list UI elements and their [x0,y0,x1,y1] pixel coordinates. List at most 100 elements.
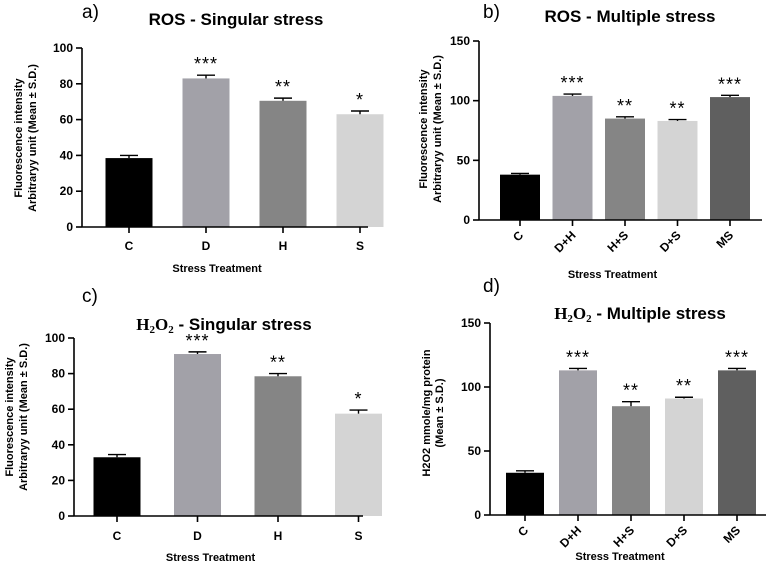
chart-title: ROS - Singular stress [149,10,324,29]
significance-label: *** [566,347,590,367]
bar-H [254,376,302,516]
title-subscript: 2 [567,313,573,325]
y-tick-label: 100 [45,331,65,345]
y-tick-label: 100 [461,380,481,394]
y-tick-label: 150 [450,34,470,48]
bar-C [93,457,141,516]
bar-D+H [559,370,597,515]
bar-D+S [657,120,698,220]
y-axis-label: Arbitraryy unit (Mean ± S.D.) [18,343,30,491]
y-tick-label: 60 [52,402,66,416]
y-axis-label: Arbitraryy unit (Mean ± S.D.) [27,64,39,212]
x-axis-label: Stress Treatment [568,269,658,281]
y-tick-label: 100 [53,41,73,55]
chart-panel-2: b) ROS - Multiple stress Fluorescence inte… [418,2,762,281]
title-o: O [155,315,168,334]
significance-label: *** [560,73,584,93]
x-tick-label: C [510,228,526,244]
y-tick-label: 0 [58,509,65,523]
bar-D [174,354,221,516]
bar-D [182,78,230,228]
y-axis-label: (Mean ± S.D.) [434,378,446,447]
x-axis-label: Stress Treatment [575,551,665,563]
significance-label: ** [270,353,286,373]
bar-MS [718,370,756,515]
x-tick-label: D [193,529,202,543]
x-tick-label: H+S [610,523,637,550]
panel-letter: c) [82,286,98,307]
significance-label: ** [275,77,291,97]
x-axis-label: Stress Treatment [172,263,262,275]
x-tick-label: MS [713,228,736,251]
x-tick-label: D+S [657,228,684,255]
title-subscript: 2 [586,313,592,325]
panel-letter: b) [483,2,500,23]
x-tick-label: H+S [604,228,631,255]
x-tick-label: C [125,239,134,253]
significance-label: ** [676,376,692,396]
y-tick-label: 40 [52,438,66,452]
x-tick-label: S [354,529,362,543]
x-tick-label: D+H [557,523,584,550]
title-h: H [554,304,567,323]
y-tick-label: 80 [52,367,66,381]
y-axis-label: Fluorescence intensity [13,78,25,198]
x-tick-label: D+H [552,228,579,255]
y-tick-label: 20 [52,473,66,487]
bar-H+S [605,118,645,220]
x-tick-label: C [515,523,531,539]
x-tick-label: MS [720,523,743,546]
significance-label: * [356,90,364,110]
y-tick-label: 0 [463,213,470,227]
y-axis-label: Fluorescence intensity [418,69,430,189]
title-tail: - Multiple stress [592,304,726,323]
y-tick-label: 100 [450,94,470,108]
y-tick-label: 0 [66,220,73,234]
x-tick-label: D [202,239,211,253]
chart-title: H2O2 - Multiple stress [554,304,726,325]
y-tick-label: 150 [461,316,481,330]
x-tick-label: H [279,239,288,253]
bar-C [105,158,153,227]
title-tail: - Singular stress [174,315,312,334]
bar-H+S [612,406,650,515]
x-tick-label: D+S [663,523,690,550]
y-axis-label: Fluorescence intensity [4,357,16,477]
y-tick-label: 50 [457,153,471,167]
significance-label: *** [718,74,742,94]
bar-MS [710,97,750,220]
y-tick-label: 80 [60,77,74,91]
significance-label: *** [185,331,209,351]
chart-title: H2O2 - Singular stress [136,315,311,336]
bar-H [259,100,307,227]
bar-D+S [665,398,703,515]
significance-label: * [354,389,362,409]
bar-C [506,472,544,515]
bar-D+H [552,95,593,220]
title-subscript: 2 [168,324,174,336]
bar-S [336,114,384,227]
chart-panel-1: a) ROS - Singular stress Fluorescence inte… [13,2,384,275]
panel-letter: d) [483,276,500,297]
bar-C [500,174,540,220]
title-subscript: 2 [150,324,156,336]
chart-title: ROS - Multiple stress [545,7,716,26]
title-h: H [136,315,149,334]
significance-label: *** [194,54,218,74]
panel-letter: a) [82,2,99,23]
significance-label: ** [669,99,685,119]
x-tick-label: H [274,529,283,543]
significance-label: *** [725,347,749,367]
y-axis-label: Arbitraryy unit (Mean ± S.D.) [432,55,444,203]
title-o: O [573,304,586,323]
x-tick-label: C [113,529,122,543]
y-tick-label: 0 [474,508,481,522]
y-axis-label: H2O2 mmole/mg protein [421,349,433,476]
y-tick-label: 20 [60,184,74,198]
x-tick-label: S [356,239,364,253]
y-tick-label: 60 [60,113,74,127]
x-axis-label: Stress Treatment [166,552,256,564]
